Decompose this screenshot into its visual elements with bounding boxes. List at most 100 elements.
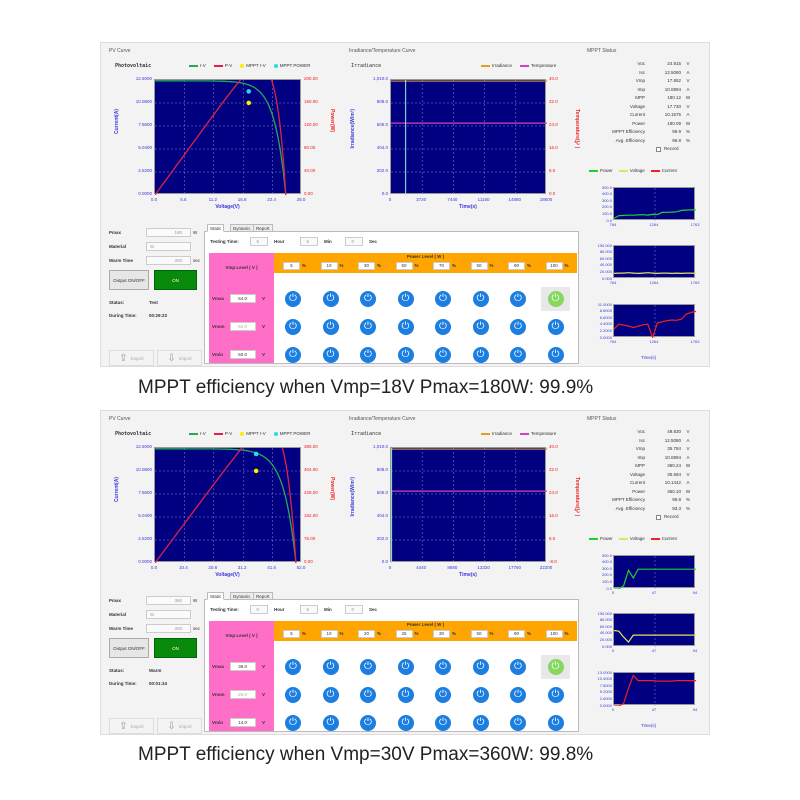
vrow-field-vmax[interactable]: 36.0 (230, 662, 256, 671)
material-field[interactable]: Si (146, 610, 191, 619)
power-percent-field[interactable]: 90 (508, 630, 525, 638)
power-toggle-icon[interactable]: ⏻ (472, 659, 489, 675)
power-toggle-icon[interactable]: ⏻ (435, 347, 451, 363)
power-toggle-icon[interactable]: ⏻ (510, 687, 526, 703)
output-onoff-button[interactable]: Output ON/OFF (109, 638, 149, 658)
power-toggle-icon[interactable]: ⏻ (547, 291, 564, 307)
power-toggle-icon[interactable]: ⏻ (547, 347, 564, 363)
power-toggle-icon[interactable]: ⏻ (322, 347, 339, 363)
power-percent-field[interactable]: 25 (395, 630, 413, 638)
power-toggle-icon[interactable]: ⏻ (435, 319, 451, 335)
power-toggle-icon[interactable]: ⏻ (397, 715, 414, 731)
power-percent-field[interactable]: 10 (320, 262, 338, 270)
power-toggle-icon[interactable]: ⏻ (472, 687, 489, 703)
output-onoff-button[interactable]: Output ON/OFF (109, 270, 149, 290)
import-button[interactable]: ⇩ Import (157, 718, 202, 734)
power-toggle-icon[interactable]: ⏻ (285, 715, 301, 731)
power-percent-field[interactable]: 100 (545, 630, 563, 638)
power-toggle-icon[interactable]: ⏻ (547, 319, 564, 335)
power-toggle-icon[interactable]: ⏻ (472, 715, 489, 731)
power-percent-field[interactable]: 5 (283, 262, 300, 270)
power-toggle-icon[interactable]: ⏻ (360, 659, 376, 675)
power-toggle-icon[interactable]: ⏻ (322, 715, 339, 731)
pmax-field[interactable]: 360 (146, 596, 191, 605)
power-percent-field[interactable]: 20 (358, 630, 375, 638)
power-toggle-icon[interactable]: ⏻ (472, 291, 489, 307)
power-toggle-icon[interactable]: ⏻ (285, 319, 301, 335)
vrow-field-vnom[interactable]: 25.0 (230, 690, 256, 699)
power-toggle-icon[interactable]: ⏻ (285, 659, 301, 675)
power-toggle-icon[interactable]: ⏻ (360, 687, 376, 703)
power-toggle-icon[interactable]: ⏻ (360, 319, 376, 335)
power-percent-field[interactable]: 50 (395, 262, 413, 270)
power-percent-field[interactable]: 30 (358, 262, 375, 270)
power-toggle-icon[interactable]: ⏻ (397, 347, 414, 363)
power-toggle-icon[interactable]: ⏻ (472, 319, 489, 335)
power-toggle-icon[interactable]: ⏻ (510, 319, 526, 335)
on-status-button[interactable]: ON (154, 638, 197, 658)
power-percent-field[interactable]: 10 (320, 630, 338, 638)
legend-label: Current (661, 168, 677, 173)
power-toggle-icon[interactable]: ⏻ (472, 347, 489, 363)
power-percent-field[interactable]: 30 (433, 630, 450, 638)
warm-field[interactable]: 300 (146, 256, 191, 265)
power-percent-field[interactable]: 50 (470, 630, 488, 638)
record-checkbox[interactable] (656, 515, 661, 520)
power-toggle-icon[interactable]: ⏻ (510, 659, 526, 675)
vrow-field-vmin[interactable]: 50.0 (230, 350, 256, 359)
power-toggle-icon[interactable]: ⏻ (397, 291, 414, 307)
vrow-field-vmin[interactable]: 14.0 (230, 718, 256, 727)
power-toggle-icon[interactable]: ⏻ (397, 687, 414, 703)
power-toggle-icon[interactable]: ⏻ (360, 291, 376, 307)
power-toggle-icon[interactable]: ⏻ (322, 687, 339, 703)
sec-field[interactable]: 0 (345, 237, 363, 246)
mini-y-tick: 20.000 (599, 636, 612, 642)
power-toggle-icon[interactable]: ⏻ (435, 687, 451, 703)
power-toggle-icon[interactable]: ⏻ (397, 319, 414, 335)
material-field[interactable]: Si (146, 242, 191, 251)
power-toggle-icon[interactable]: ⏻ (322, 291, 339, 307)
hour-field[interactable]: 0 (250, 605, 268, 614)
vrow-field-vnom[interactable]: 54.0 (230, 322, 256, 331)
power-toggle-icon[interactable]: ⏻ (547, 715, 564, 731)
power-toggle-icon[interactable]: ⏻ (285, 347, 301, 363)
hour-field[interactable]: 5 (250, 237, 268, 246)
power-toggle-icon[interactable]: ⏻ (322, 659, 339, 675)
import-button[interactable]: ⇩ Import (157, 350, 202, 366)
min-field[interactable]: 5 (300, 237, 318, 246)
power-toggle-icon[interactable]: ⏻ (510, 347, 526, 363)
power-toggle-icon[interactable]: ⏻ (547, 659, 564, 675)
export-button[interactable]: ⇪ Export (109, 350, 154, 366)
power-toggle-icon[interactable]: ⏻ (510, 715, 526, 731)
power-toggle-icon[interactable]: ⏻ (510, 291, 526, 307)
min-field[interactable]: 5 (300, 605, 318, 614)
power-toggle-icon[interactable]: ⏻ (360, 715, 376, 731)
sec-field[interactable]: 0 (345, 605, 363, 614)
tab-dynamic[interactable]: Dynamic (230, 224, 254, 232)
tab-static[interactable]: Static (207, 592, 225, 600)
power-toggle-icon[interactable]: ⏻ (322, 319, 339, 335)
warm-field[interactable]: 300 (146, 624, 191, 633)
power-toggle-icon[interactable]: ⏻ (435, 715, 451, 731)
tab-report[interactable]: Report (253, 592, 273, 600)
tab-report[interactable]: Report (253, 224, 273, 232)
power-toggle-icon[interactable]: ⏻ (285, 687, 301, 703)
power-percent-field[interactable]: 90 (508, 262, 525, 270)
on-status-button[interactable]: ON (154, 270, 197, 290)
power-toggle-icon[interactable]: ⏻ (547, 687, 564, 703)
power-percent-field[interactable]: 100 (545, 262, 563, 270)
power-toggle-icon[interactable]: ⏻ (397, 659, 414, 675)
tab-dynamic[interactable]: Dynamic (230, 592, 254, 600)
power-percent-field[interactable]: 70 (433, 262, 450, 270)
power-toggle-icon[interactable]: ⏻ (435, 291, 451, 307)
pmax-field[interactable]: 180 (146, 228, 191, 237)
power-toggle-icon[interactable]: ⏻ (285, 291, 301, 307)
export-button[interactable]: ⇪ Export (109, 718, 154, 734)
power-toggle-icon[interactable]: ⏻ (360, 347, 376, 363)
power-percent-field[interactable]: 50 (470, 262, 488, 270)
record-checkbox[interactable] (656, 147, 661, 152)
power-percent-field[interactable]: 5 (283, 630, 300, 638)
tab-static[interactable]: Static (207, 224, 225, 232)
power-toggle-icon[interactable]: ⏻ (435, 659, 451, 675)
vrow-field-vmax[interactable]: 54.0 (230, 294, 256, 303)
